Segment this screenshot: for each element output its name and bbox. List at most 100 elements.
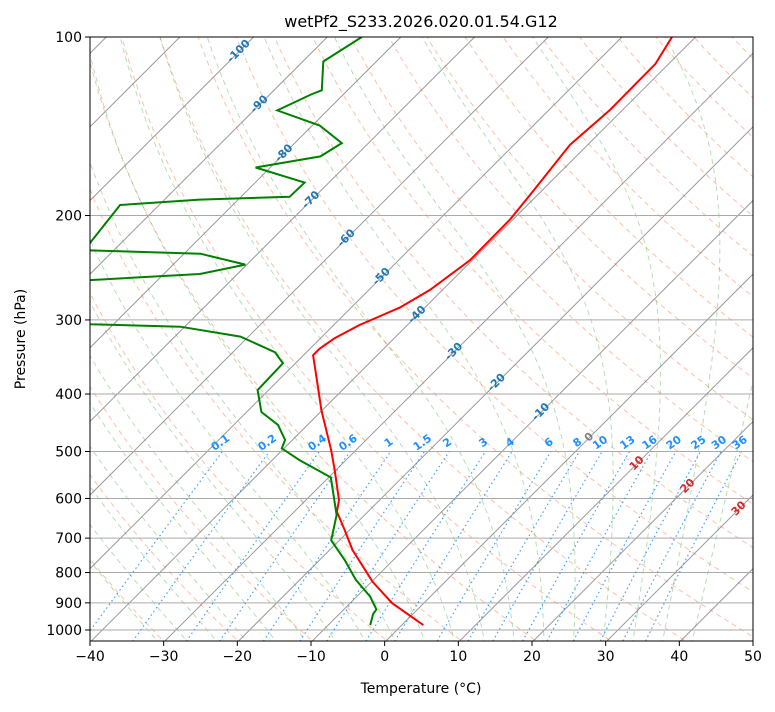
mixing-ratio-label: 0.4 <box>306 432 330 454</box>
mixing-ratio-line <box>571 452 676 646</box>
isotherm <box>0 10 60 655</box>
dry-adiabat <box>0 24 242 645</box>
x-tick-label: 40 <box>670 649 688 665</box>
y-tick-label: 200 <box>55 209 82 225</box>
temperature-profile-line <box>313 37 672 625</box>
isotherm <box>225 10 775 655</box>
dry-adiabat <box>269 24 775 645</box>
isotherm-label: -90 <box>248 92 271 115</box>
mixing-ratio-line <box>130 452 269 646</box>
x-tick-label: 50 <box>744 649 762 665</box>
moist-adiabat <box>57 37 397 645</box>
x-tick-label: 30 <box>597 649 615 665</box>
isotherm <box>520 10 775 655</box>
dry-adiabat <box>231 24 775 645</box>
mixing-ratio-label: 6 <box>542 435 556 450</box>
mixing-ratio-label: 36 <box>730 433 750 453</box>
moist-adiabat <box>422 37 613 645</box>
x-tick-label: 20 <box>523 649 541 665</box>
isotherm-label: -20 <box>485 370 508 393</box>
isotherm-label: 30 <box>729 498 749 518</box>
isotherm <box>151 10 775 655</box>
mixing-ratio-label: 0.2 <box>256 432 279 454</box>
y-tick-label: 900 <box>55 596 82 612</box>
moist-adiabat <box>662 37 720 645</box>
isotherm <box>446 10 775 655</box>
mixing-ratio-line <box>364 452 486 646</box>
isotherm-label: -70 <box>299 188 322 211</box>
dry-adiabat <box>6 24 393 645</box>
isotherm <box>667 10 775 655</box>
dry-adiabat <box>494 24 775 645</box>
dry-adiabat <box>757 24 775 645</box>
isotherm <box>0 10 354 655</box>
moist-adiabat <box>0 37 308 645</box>
mixing-ratio-label: 0.1 <box>209 432 232 454</box>
mixing-ratio-label: 30 <box>709 433 729 453</box>
x-tick-label: −10 <box>296 649 326 665</box>
moist-adiabat <box>0 37 249 645</box>
mixing-ratio-label: 8 <box>571 435 585 450</box>
dry-adiabat <box>419 24 775 645</box>
mixing-ratio-line <box>217 452 350 646</box>
mixing-ratio-label: 10 <box>590 433 610 453</box>
isotherm <box>741 10 775 655</box>
y-tick-label: 300 <box>55 313 82 329</box>
dry-adiabat <box>81 24 542 645</box>
isotherm-label: -100 <box>224 37 253 66</box>
y-tick-label: 100 <box>55 30 82 46</box>
y-tick-label: 800 <box>55 566 82 582</box>
isotherm-label: 10 <box>627 453 647 473</box>
y-axis-label: Pressure (hPa) <box>13 289 29 389</box>
mixing-ratio-label: 2 <box>440 435 454 450</box>
mixing-ratio-label: 1.5 <box>411 432 434 454</box>
mixing-ratio-label: 1 <box>382 435 396 450</box>
dry-adiabat <box>306 24 775 645</box>
dry-adiabat <box>645 24 775 645</box>
mixing-ratio-label: 25 <box>689 433 709 452</box>
dry-adiabat <box>194 24 767 645</box>
y-tick-label: 1000 <box>46 623 82 639</box>
moist-adiabat <box>31 37 368 645</box>
mixing-ratio-label: 16 <box>640 433 660 453</box>
isotherm-label: 20 <box>678 476 698 496</box>
mixing-ratio-line <box>80 452 223 646</box>
isotherm <box>78 10 723 655</box>
dry-adiabat <box>344 24 775 645</box>
y-tick-label: 500 <box>55 444 82 460</box>
x-tick-label: −30 <box>149 649 179 665</box>
mixing-ratio-line <box>324 452 449 646</box>
mixing-ratio-label: 13 <box>617 433 637 452</box>
dry-adiabat <box>0 24 317 645</box>
isotherm-label: -40 <box>405 303 428 326</box>
isotherm <box>4 10 649 655</box>
series-layer <box>60 37 672 625</box>
mixing-ratio-label: 20 <box>664 433 684 453</box>
y-tick-label: 400 <box>55 387 82 403</box>
chart-title: wetPf2_S233.2026.020.01.54.G12 <box>284 12 558 32</box>
isotherm-label: -10 <box>529 400 552 423</box>
isotherm <box>0 10 281 655</box>
grid-layer <box>0 10 775 655</box>
plot-frame <box>90 37 753 641</box>
x-axis-label: Temperature (°C) <box>360 681 482 697</box>
y-tick-label: 700 <box>55 531 82 547</box>
isotherm-label: -30 <box>442 340 465 363</box>
isotherm <box>372 10 775 655</box>
dry-adiabat <box>156 24 692 645</box>
mixing-ratio-label: 3 <box>477 435 491 450</box>
x-tick-label: 0 <box>380 649 389 665</box>
x-tick-label: 10 <box>449 649 467 665</box>
x-tick-label: −20 <box>223 649 253 665</box>
moist-adiabat <box>207 37 514 645</box>
y-tick-label: 600 <box>55 491 82 507</box>
dry-adiabat <box>569 24 775 645</box>
moist-adiabat <box>533 37 661 645</box>
isotherm-label: -60 <box>335 226 358 249</box>
dry-adiabat <box>720 24 775 645</box>
dry-adiabat <box>382 24 775 645</box>
dry-adiabat <box>532 24 775 645</box>
